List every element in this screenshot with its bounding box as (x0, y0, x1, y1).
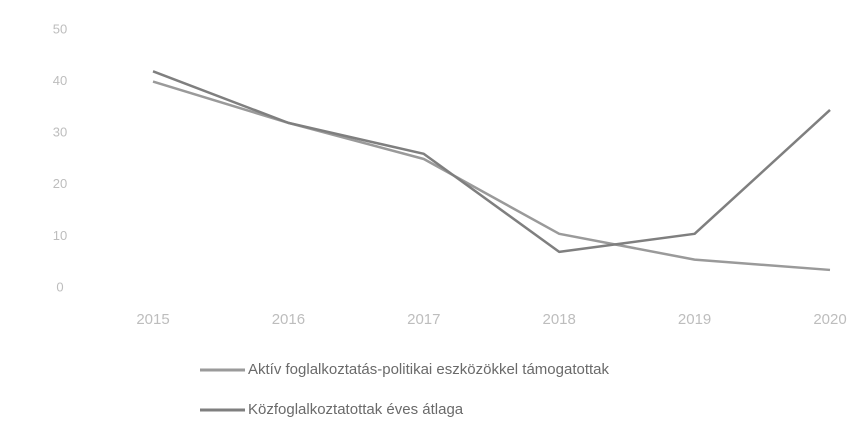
y-tick-label: 20 (53, 176, 67, 191)
y-tick-label: 0 (56, 279, 63, 294)
y-tick-label: 40 (53, 73, 67, 88)
legend-label: Közfoglalkoztatottak éves átlaga (248, 401, 464, 418)
y-tick-label: 30 (53, 125, 67, 140)
x-tick-label: 2019 (678, 311, 711, 328)
x-tick-label: 2020 (813, 311, 846, 328)
legend-label: Aktív foglalkoztatás-politikai eszközökk… (248, 361, 610, 378)
x-tick-label: 2016 (272, 311, 305, 328)
y-tick-label: 10 (53, 228, 67, 243)
series-line (152, 70, 831, 254)
x-tick-label: 2017 (407, 311, 440, 328)
x-tick-label: 2018 (543, 311, 576, 328)
x-tick-label: 2015 (136, 311, 169, 328)
y-tick-label: 50 (53, 21, 67, 36)
series-line (152, 80, 831, 272)
